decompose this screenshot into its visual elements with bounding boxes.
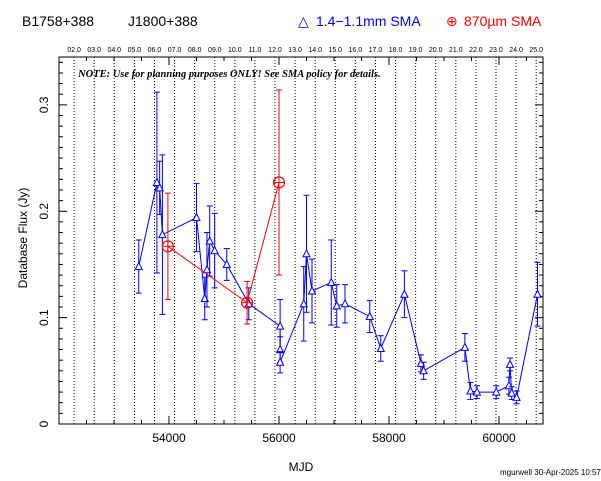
data-point-triangle: [419, 365, 428, 375]
data-point-triangle: [192, 212, 201, 222]
data-point-triangle: [416, 358, 426, 367]
data-point-triangle: [505, 359, 515, 368]
legend-triangle-icon: △: [298, 13, 309, 29]
x-tick-label: 58000: [372, 431, 406, 445]
year-tick-label: 15.0: [328, 47, 342, 54]
data-point-triangle: [134, 261, 144, 271]
data-series: [134, 89, 542, 405]
data-point-triangle: [400, 289, 409, 298]
year-tick-label: 09.0: [208, 47, 222, 54]
planning-note: NOTE: Use for planning purposes ONLY! Se…: [77, 69, 381, 80]
legend-series-2: 870µm SMA: [464, 13, 542, 29]
data-point-triangle: [491, 386, 501, 396]
series-line: [138, 181, 538, 399]
data-point-triangle: [533, 289, 542, 298]
data-point-triangle: [158, 229, 167, 239]
data-point-triangle: [512, 392, 521, 401]
year-tick-label: 22.0: [469, 47, 483, 54]
year-tick-label: 02.0: [67, 47, 81, 54]
y-tick-label: 0.3: [37, 96, 51, 113]
source-name: B1758+388: [22, 13, 95, 29]
data-point-triangle: [472, 386, 482, 396]
data-point-triangle: [222, 259, 232, 268]
data-point-triangle: [460, 342, 470, 351]
data-point-circle-plus: [161, 240, 174, 253]
year-gridlines: 02.0 03.0 04.0 05.0 06.0 07.0 08.0 09.0 10.0 11.0…: [67, 47, 543, 424]
data-point-triangle: [507, 388, 516, 397]
y-tick-label: 0: [37, 420, 51, 427]
x-tick-label: 60000: [482, 431, 516, 445]
y-tick-label: 0.2: [37, 203, 51, 220]
data-point-triangle: [275, 321, 285, 330]
data-point-triangle: [205, 235, 215, 245]
year-tick-label: 11.0: [248, 47, 261, 54]
data-point-triangle: [152, 177, 162, 187]
x-tick-label: 54000: [152, 431, 186, 445]
data-point-circle-plus: [272, 176, 286, 189]
year-tick-label: 16.0: [349, 47, 363, 54]
series-1: [134, 91, 542, 405]
x-axis-label: MJD: [289, 460, 314, 474]
data-point-triangle: [307, 285, 317, 295]
data-point-triangle: [340, 298, 350, 308]
year-tick-label: 19.0: [409, 47, 423, 54]
year-tick-label: 10.0: [228, 47, 242, 54]
data-point-triangle: [466, 385, 475, 395]
y-tick-label: 0.1: [37, 309, 51, 326]
data-point-triangle: [210, 245, 219, 255]
data-point-triangle: [302, 248, 311, 258]
year-tick-label: 03.0: [87, 47, 101, 54]
data-point-triangle: [155, 182, 164, 192]
year-tick-label: 25.0: [529, 47, 543, 54]
series-2: [161, 89, 286, 325]
year-tick-label: 23.0: [489, 47, 503, 54]
year-tick-label: 14.0: [308, 47, 322, 54]
data-point-triangle: [365, 311, 375, 321]
data-point-triangle: [275, 357, 285, 366]
axes: 54000 56000 58000 60000 0 0.1 0.2 0.3: [37, 56, 544, 445]
year-tick-label: 04.0: [107, 47, 121, 54]
data-point-triangle: [376, 343, 386, 352]
year-tick-label: 07.0: [168, 47, 182, 54]
year-tick-label: 12.0: [268, 47, 282, 54]
data-point-triangle: [299, 298, 309, 308]
data-point-triangle: [332, 300, 342, 310]
year-tick-label: 08.0: [188, 47, 202, 54]
data-point-triangle: [326, 277, 336, 287]
data-point-circle-plus: [241, 296, 254, 309]
legend-series-1: 1.4−1.1mm SMA: [316, 13, 421, 29]
x-tick-label: 56000: [262, 431, 296, 445]
year-tick-label: 06.0: [148, 47, 162, 54]
year-tick-label: 17.0: [369, 47, 383, 54]
y-axis-label: Database Flux (Jy): [16, 188, 30, 289]
year-tick-label: 21.0: [449, 47, 463, 54]
data-point-triangle: [202, 264, 212, 274]
series-line: [167, 182, 280, 304]
source-alias: J1800+388: [128, 13, 198, 29]
year-tick-label: 24.0: [509, 47, 523, 54]
year-tick-label: 18.0: [389, 47, 403, 54]
year-tick-label: 05.0: [128, 47, 142, 54]
year-tick-label: 20.0: [429, 47, 443, 54]
legend-circle-plus-icon: ⊕: [446, 13, 458, 29]
year-tick-label: 13.0: [288, 47, 302, 54]
footer-credit: mgurwell 30-Apr-2025 10:57: [500, 468, 601, 477]
plot-frame: [58, 56, 544, 425]
